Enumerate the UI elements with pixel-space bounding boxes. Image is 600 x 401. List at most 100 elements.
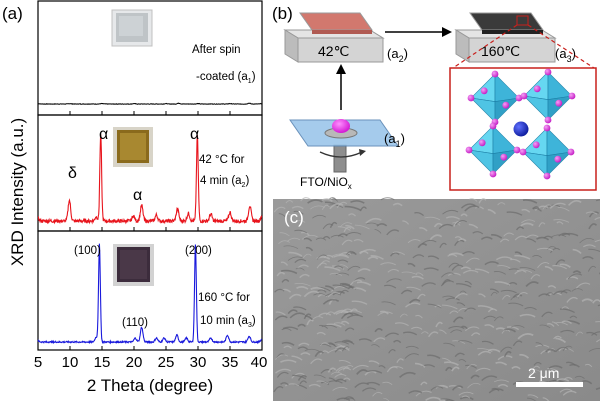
sem-grain — [287, 309, 298, 315]
sem-grain — [313, 374, 326, 379]
sem-grain — [359, 250, 369, 255]
arrow-head-icon — [442, 27, 452, 37]
sem-grain — [332, 290, 346, 296]
sem-grain — [389, 252, 400, 257]
sem-grain — [475, 367, 491, 372]
sem-grain — [487, 208, 497, 215]
sem-grain — [549, 202, 566, 209]
sem-grain — [280, 269, 298, 275]
sem-grain — [329, 197, 337, 201]
sem-grain — [433, 222, 443, 228]
sem-grain — [358, 338, 372, 342]
octahedron — [520, 68, 576, 124]
sem-grain — [405, 302, 421, 308]
sem-grain — [556, 378, 570, 382]
sem-grain — [525, 281, 539, 287]
sem-grain — [335, 366, 350, 372]
sem-grain — [340, 308, 353, 314]
sem-grain — [530, 274, 541, 280]
label-a3: (a3) — [555, 46, 576, 64]
sem-grain — [462, 269, 479, 274]
sem-grain — [281, 328, 292, 332]
sem-grain — [323, 254, 334, 259]
sem-grain — [297, 323, 306, 328]
sem-grain — [421, 239, 437, 245]
sem-grain — [582, 380, 593, 385]
sem-grain — [407, 239, 421, 244]
sem-grain — [396, 358, 404, 363]
sem-grain — [300, 231, 310, 236]
sem-grain — [312, 214, 327, 219]
sem-grain — [294, 283, 311, 287]
sem-grain — [298, 342, 310, 347]
peak-label-alpha: α — [190, 126, 199, 143]
temp-label-160: 160℃ — [481, 43, 520, 59]
sem-grain — [521, 219, 536, 224]
sem-grain — [544, 265, 554, 271]
sem-grain — [480, 236, 493, 240]
sem-grain — [339, 289, 349, 295]
sem-grain — [386, 229, 400, 236]
sem-grain — [561, 232, 579, 237]
sem-grain — [357, 268, 371, 273]
xrd-pattern-mid — [37, 134, 263, 225]
sem-grain — [366, 381, 381, 386]
sem-grain — [494, 281, 511, 286]
sem-grain — [451, 385, 464, 391]
sem-grain — [571, 288, 584, 292]
sem-grain — [274, 288, 285, 293]
sem-grain — [349, 279, 363, 286]
x-axis-ticks — [37, 111, 263, 350]
sem-grain — [582, 244, 596, 248]
sem-grain — [393, 339, 402, 344]
sem-grain — [514, 251, 523, 256]
sem-grain — [477, 348, 493, 352]
sem-grain — [448, 262, 460, 268]
sem-grain — [442, 295, 456, 299]
sem-grain — [441, 278, 451, 286]
sem-grain — [402, 220, 410, 225]
sem-grain — [279, 232, 290, 237]
x-site-ion — [500, 153, 508, 161]
sem-grain — [283, 245, 299, 249]
sem-grain — [439, 399, 448, 401]
sem-grain — [310, 205, 326, 210]
sem-grain — [594, 216, 600, 221]
peak-label-alpha: α — [99, 126, 108, 143]
sem-grain — [559, 388, 573, 393]
sem-grain — [346, 314, 364, 319]
sem-grain — [516, 269, 533, 273]
sem-grain — [470, 332, 481, 337]
sem-grain — [536, 236, 550, 241]
sem-grain — [274, 315, 288, 321]
sem-grain — [514, 270, 527, 275]
sem-grain — [337, 259, 349, 263]
sem-grain — [438, 223, 454, 230]
sem-grain — [588, 248, 600, 253]
spin-coater — [289, 119, 399, 173]
sem-grain — [547, 368, 559, 373]
bot-note-line1: 160 °C for — [198, 292, 250, 304]
sem-grain — [341, 239, 353, 246]
sem-grain — [383, 397, 390, 401]
sem-grain — [301, 234, 318, 240]
sem-grain — [280, 261, 289, 266]
sem-grain — [591, 331, 600, 336]
top-note-line1: After spin — [192, 44, 241, 56]
sem-grain — [596, 339, 600, 343]
sem-grain — [548, 365, 563, 369]
sem-grain — [597, 304, 600, 307]
sem-grain — [510, 296, 519, 301]
sem-grain — [402, 331, 418, 336]
sem-grain — [386, 278, 402, 283]
sem-grain — [322, 298, 340, 305]
sem-grain — [326, 323, 342, 328]
sem-grain — [455, 220, 468, 226]
sem-grain — [282, 326, 299, 331]
sem-grain — [370, 254, 384, 260]
sem-image — [273, 197, 600, 401]
sem-grain — [537, 261, 550, 269]
x-site-ion — [491, 70, 499, 78]
sem-grain — [336, 397, 351, 401]
sem-grain — [439, 242, 447, 248]
